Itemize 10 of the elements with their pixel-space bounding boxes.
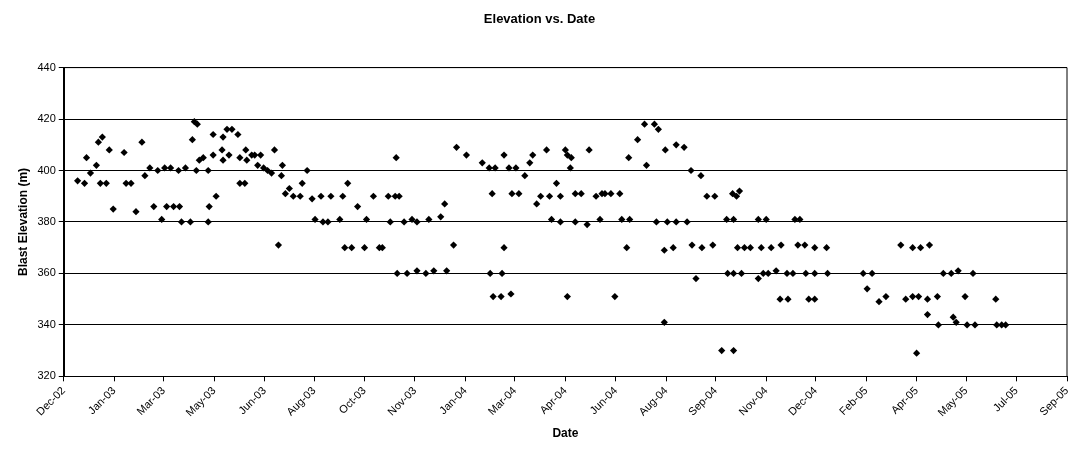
y-tick-label: 380 (37, 215, 56, 227)
y-tick-label: 400 (37, 163, 56, 176)
y-tick-label: 440 (37, 60, 56, 73)
y-tick-label: 420 (37, 112, 56, 125)
y-tick-label: 320 (37, 369, 56, 382)
chart-title: Elevation vs. Date (483, 11, 596, 27)
y-axis-title: Blast Elevation (m) (15, 167, 30, 276)
x-axis-title: Date (552, 426, 579, 441)
y-tick-label: 360 (37, 266, 56, 279)
y-tick-label: 340 (37, 317, 56, 330)
